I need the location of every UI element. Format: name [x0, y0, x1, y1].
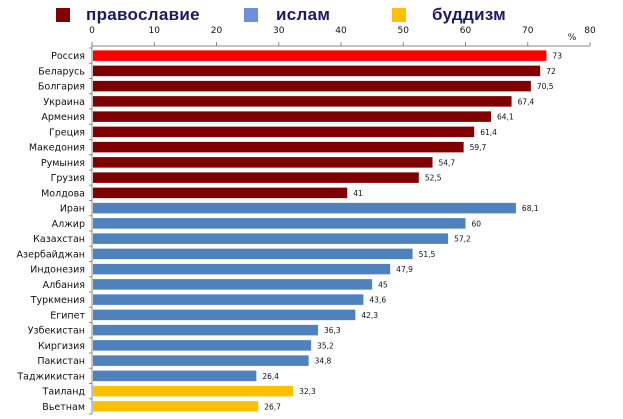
value-label: 68,1 — [522, 204, 539, 213]
legend-item-buddhism: буддизм — [392, 5, 506, 25]
category-label: Киргизия — [38, 341, 85, 352]
bar — [93, 96, 512, 107]
legend-label-orthodoxy: православие — [86, 5, 200, 24]
bar — [93, 263, 391, 275]
value-label: 70,5 — [537, 82, 554, 91]
category-label: Туркмения — [30, 295, 85, 306]
bar — [93, 294, 364, 305]
value-label: 32,3 — [299, 387, 316, 396]
bar — [93, 385, 294, 397]
x-axis-label: % — [568, 33, 577, 43]
legend-label-islam: ислам — [276, 5, 331, 24]
x-tick-label: 40 — [335, 26, 347, 36]
x-tick-label: 10 — [149, 26, 161, 36]
value-label: 64,1 — [497, 113, 514, 122]
value-label: 51,5 — [419, 250, 436, 259]
bar — [93, 324, 318, 336]
category-label: Румыния — [41, 158, 85, 169]
category-label: Греция — [49, 127, 85, 138]
value-label: 54,7 — [439, 158, 456, 167]
x-tick-label: 20 — [211, 26, 223, 36]
value-label: 61,4 — [480, 128, 497, 137]
category-label: Пакистан — [37, 356, 85, 367]
category-label: Россия — [51, 51, 85, 62]
bar — [93, 370, 257, 382]
bar — [93, 202, 516, 214]
bar — [93, 187, 348, 199]
category-label: Грузия — [51, 173, 85, 184]
bars — [93, 50, 547, 412]
bar — [93, 80, 531, 92]
value-label: 67,4 — [518, 97, 535, 106]
x-tick-label: 0 — [89, 26, 95, 36]
category-labels: Россия Беларусь Болгария Украина Армения Грец… — [16, 51, 85, 413]
bar — [93, 50, 547, 61]
legend-swatch-islam — [244, 8, 258, 22]
category-label: Азербайджан — [17, 249, 85, 260]
bar — [93, 340, 312, 351]
bar — [93, 233, 449, 244]
bar — [93, 111, 492, 122]
legend: православие ислам буддизм — [0, 5, 623, 27]
value-label: 60 — [472, 219, 482, 228]
category-label: Молдова — [41, 188, 85, 199]
x-axis: 0 10 20 30 40 50 60 70 80% — [89, 26, 596, 47]
value-label: 42,3 — [361, 311, 378, 320]
x-tick-label: 50 — [398, 26, 410, 36]
category-label: Египет — [50, 310, 85, 321]
legend-item-islam: ислам — [244, 5, 330, 25]
category-label: Вьетнам — [42, 402, 85, 413]
value-label: 34,8 — [315, 357, 332, 366]
legend-swatch-orthodoxy — [56, 8, 70, 22]
category-label: Таиланд — [42, 387, 86, 398]
value-label: 73 — [552, 52, 562, 61]
bar — [93, 401, 259, 412]
bar — [93, 65, 541, 77]
bar — [93, 218, 466, 229]
legend-label-buddhism: буддизм — [432, 5, 507, 24]
category-label: Украина — [43, 97, 85, 108]
bar — [93, 172, 419, 183]
category-label: Армения — [41, 112, 85, 123]
y-axis — [89, 46, 93, 415]
category-label: Казахстан — [33, 234, 85, 245]
value-label: 35,2 — [317, 341, 334, 350]
category-label: Алжир — [52, 219, 85, 230]
bar — [93, 157, 433, 168]
value-label: 52,5 — [425, 174, 442, 183]
legend-swatch-buddhism — [392, 8, 406, 22]
bar — [93, 126, 475, 138]
value-label: 45 — [378, 280, 388, 289]
category-label: Болгария — [38, 82, 85, 93]
value-label: 36,3 — [324, 326, 341, 335]
x-tick-label: 30 — [273, 26, 285, 36]
x-tick-label: 60 — [460, 26, 472, 36]
bar — [93, 309, 356, 321]
value-label: 26,4 — [262, 372, 279, 381]
value-label: 47,9 — [396, 265, 413, 274]
x-tick-label: 70 — [522, 26, 534, 36]
value-label: 43,6 — [369, 296, 386, 305]
value-labels: 73 72 70,567,4 64,161,4 59,7 54,7 52,5 41 68,1 60… — [262, 52, 562, 412]
category-label: Узбекистан — [28, 326, 85, 337]
category-label: Албания — [43, 280, 85, 291]
bar — [93, 141, 464, 153]
bar — [93, 355, 309, 366]
x-tick-label: 80 — [584, 26, 596, 36]
category-label: Беларусь — [38, 66, 85, 77]
value-label: 59,7 — [470, 143, 487, 152]
category-label: Иран — [60, 204, 85, 215]
category-label: Македония — [29, 143, 85, 154]
value-label: 26,7 — [264, 402, 281, 411]
bar — [93, 279, 373, 290]
bar — [93, 248, 413, 260]
category-label: Таджикистан — [16, 371, 85, 382]
legend-item-orthodoxy: православие — [56, 5, 200, 25]
value-label: 72 — [546, 67, 556, 76]
value-label: 41 — [353, 189, 363, 198]
value-label: 57,2 — [454, 235, 471, 244]
category-label: Индонезия — [30, 265, 85, 276]
